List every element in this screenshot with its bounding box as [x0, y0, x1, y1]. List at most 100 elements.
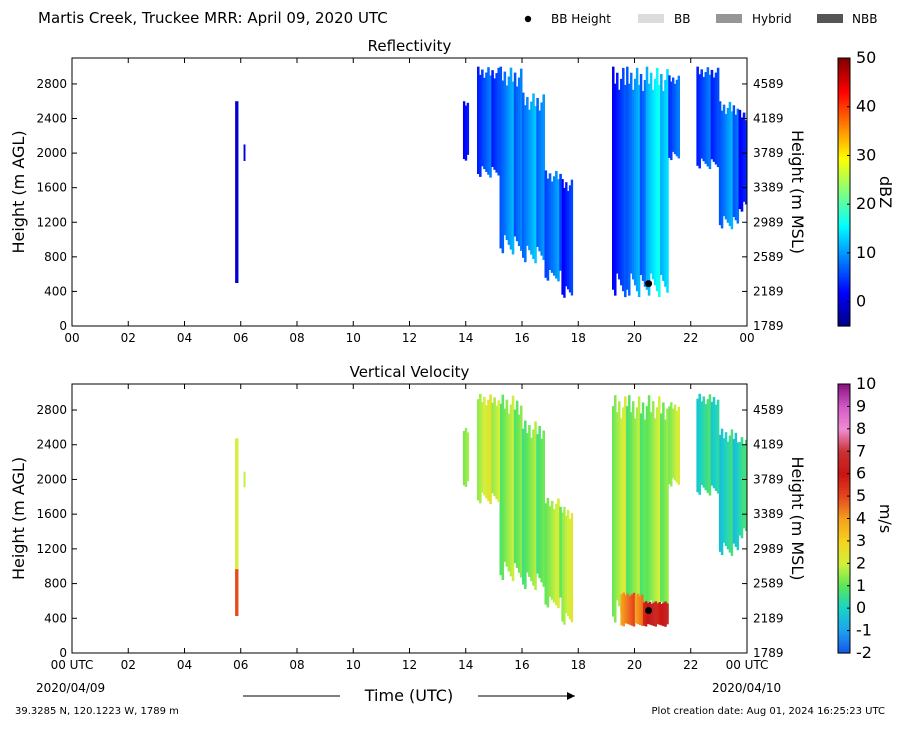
- echo-cell: [522, 428, 525, 585]
- echo-cell: [568, 185, 572, 293]
- panel-title: Vertical Velocity: [350, 363, 470, 381]
- y-tick-label: 1200: [36, 542, 67, 556]
- colorbar-segment: [838, 205, 850, 209]
- y2-tick-label: 1789: [753, 319, 784, 333]
- echo-cell: [670, 81, 673, 161]
- y-tick-label: 0: [59, 319, 67, 333]
- echo-cell: [561, 512, 564, 622]
- echo-cell: [628, 395, 631, 623]
- echo-cell: [628, 83, 631, 296]
- colorbar-segment: [838, 296, 850, 300]
- colorbar-segment: [838, 183, 850, 186]
- colorbar-segment: [838, 120, 850, 124]
- echo-cell: [724, 114, 728, 220]
- echo-cell: [483, 396, 486, 496]
- colorbar-segment: [838, 386, 850, 390]
- colorbar-segment: [838, 605, 850, 609]
- echo-cell: [660, 413, 663, 602]
- echo-cell: [612, 406, 615, 617]
- echo-cell: [557, 498, 560, 609]
- echo-cell: [660, 73, 663, 276]
- colorbar-segment: [838, 471, 850, 475]
- echo-cell: [507, 76, 511, 245]
- echo-cell: [706, 399, 710, 493]
- colorbar-segment: [838, 154, 850, 157]
- echo-cell: [718, 101, 722, 226]
- echo-cell: [662, 402, 665, 608]
- y2-tick-label: 4189: [753, 112, 784, 126]
- colorbar-segment: [838, 563, 850, 567]
- echo-cell: [630, 594, 634, 626]
- colorbar-segment: [838, 433, 850, 437]
- echo-cell: [550, 181, 554, 273]
- colorbar-segment: [838, 212, 850, 215]
- echo-cell: [235, 438, 239, 610]
- echo-cell: [548, 173, 552, 270]
- colorbar-tick-label: 5: [856, 486, 866, 505]
- colorbar-segment: [838, 234, 850, 238]
- echo-cell: [744, 439, 747, 531]
- colorbar-segment: [838, 650, 850, 654]
- echo-cell: [532, 93, 535, 259]
- colorbar-segment: [838, 60, 850, 64]
- echo-cell: [672, 408, 675, 479]
- echo-cell: [540, 438, 543, 583]
- colorbar-segment: [838, 619, 850, 623]
- x-tick-label: 00: [739, 331, 754, 345]
- echo-cell: [722, 438, 726, 543]
- colorbar-segment: [838, 644, 850, 647]
- station-location: 39.3285 N, 120.1223 W, 1789 m: [15, 706, 179, 717]
- colorbar-segment: [838, 516, 850, 520]
- colorbar-tick-label: 3: [856, 531, 866, 550]
- colorbar-segment: [838, 545, 850, 549]
- vertical-velocity-panel: Vertical Velocity 00 UTC 02 04 06 08 10 12 14 16 1…: [9, 363, 807, 672]
- colorbar-segment: [838, 505, 850, 508]
- colorbar-frame: [837, 57, 851, 327]
- y2-tick-label: 2189: [753, 284, 784, 298]
- echo-cell: [650, 603, 654, 626]
- colorbar-segment: [838, 444, 850, 448]
- colorbar-segment: [838, 156, 850, 160]
- colorbar-segment: [838, 507, 850, 511]
- echo-cell: [633, 418, 637, 613]
- echo-cell: [708, 394, 712, 496]
- echo-cell: [710, 69, 714, 160]
- colorbar-segment: [838, 303, 850, 307]
- x-tick-label: 18: [571, 331, 586, 345]
- colorbar-segment: [838, 185, 850, 189]
- echo-cell: [630, 72, 633, 274]
- colorbar-segment: [838, 142, 850, 146]
- echo-cell: [728, 435, 732, 553]
- colorbar-segment: [838, 107, 850, 110]
- x-tick-label: 06: [233, 331, 248, 345]
- echo-cell: [724, 432, 728, 547]
- colorbar-segment: [838, 502, 850, 506]
- echo-cell: [734, 114, 738, 221]
- colorbar-segment: [838, 80, 850, 84]
- y2-tick-label: 3789: [753, 146, 784, 160]
- legend-swatch-bb: [638, 14, 664, 23]
- colorbar-segment: [838, 276, 850, 280]
- y-tick-label: 2800: [36, 403, 67, 417]
- colorbar-segment: [838, 160, 850, 164]
- y2-tick-label: 4589: [753, 77, 784, 91]
- x-tick-label: 10: [346, 658, 361, 672]
- echo-cell: [666, 603, 669, 625]
- echo-cell: [464, 105, 468, 161]
- echo-cell: [649, 412, 653, 601]
- colorbar-segment: [838, 446, 850, 450]
- echo-cell: [542, 430, 545, 587]
- echo-cell: [647, 395, 651, 623]
- echo-cell: [732, 105, 736, 217]
- colorbar-tick-label: 20: [856, 194, 876, 213]
- colorbar-segment: [838, 87, 850, 90]
- echo-cell: [481, 402, 484, 493]
- colorbar-segment: [838, 404, 850, 408]
- echo-cell: [655, 67, 659, 292]
- colorbar-segment: [838, 109, 850, 113]
- y2-tick-label: 3389: [753, 507, 784, 521]
- colorbar-segment: [838, 272, 850, 276]
- colorbar-segment: [838, 312, 850, 316]
- y-tick-label: 2000: [36, 146, 67, 160]
- colorbar-segment: [838, 628, 850, 632]
